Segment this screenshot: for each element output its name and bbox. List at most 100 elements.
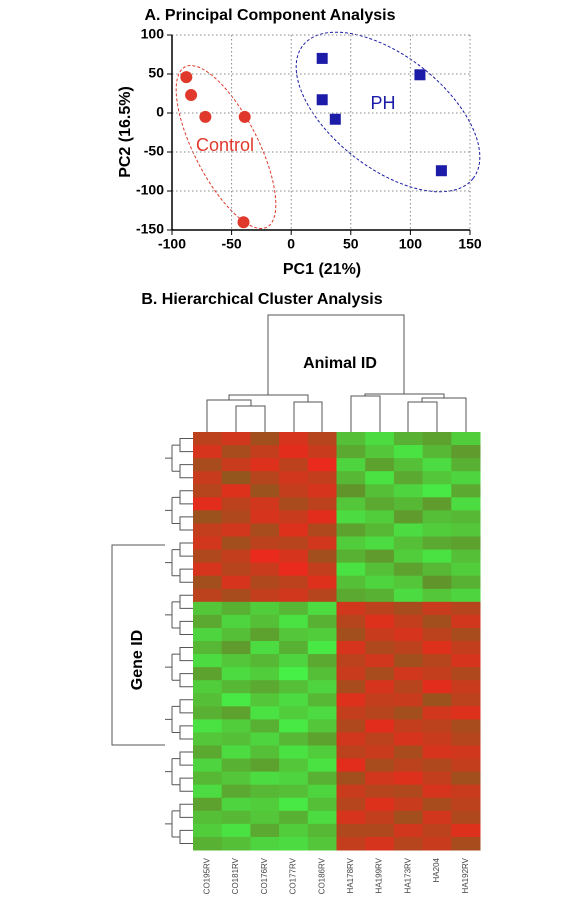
heatmap-cell: [451, 758, 481, 773]
heatmap-cell: [365, 484, 395, 498]
heatmap-cell: [221, 575, 251, 590]
heatmap-cell: [393, 627, 424, 642]
heatmap-cell: [451, 432, 481, 446]
data-point: [180, 71, 193, 84]
row-axis-label: Gene ID: [129, 630, 146, 690]
heatmap-cell: [307, 445, 337, 459]
heatmap-cell: [250, 719, 280, 733]
heatmap-cell: [393, 719, 424, 733]
heatmap-cell: [422, 484, 452, 498]
heatmap-cell: [307, 562, 337, 577]
heatmap-cell: [451, 445, 481, 459]
heatmap-cell: [250, 549, 280, 564]
heatmap-cell: [221, 823, 251, 838]
heatmap-cell: [393, 797, 424, 812]
heatmap-cell: [451, 627, 481, 642]
heatmap-cell: [250, 445, 280, 459]
heatmap-cell: [307, 471, 337, 485]
heatmap-cell: [193, 654, 223, 668]
heatmap-cell: [365, 523, 395, 537]
group-label: Control: [196, 135, 254, 155]
heatmap-cell: [221, 588, 251, 603]
heatmap-cell: [193, 588, 223, 603]
x-tick-label: 100: [399, 236, 423, 252]
heatmap-cell: [193, 601, 223, 616]
heatmap-cell: [451, 536, 481, 551]
heatmap-cell: [451, 667, 481, 681]
heatmap-cell: [307, 836, 337, 851]
heatmap-cell: [393, 758, 424, 773]
heatmap-cell: [365, 601, 395, 616]
heatmap-cell: [279, 771, 309, 786]
heatmap-cell: [393, 614, 424, 629]
heatmap-cell: [422, 719, 452, 733]
heatmap-cell: [422, 745, 452, 760]
heatmap-cell: [193, 732, 223, 746]
heatmap-cell: [221, 601, 251, 616]
heatmap-cell: [422, 693, 452, 707]
heatmap-cell: [307, 706, 337, 720]
heatmap-cell: [221, 693, 251, 707]
heatmap-cell: [365, 758, 395, 773]
heatmap-cell: [336, 627, 366, 642]
column-label: HA178RV: [346, 857, 355, 893]
heatmap-cell: [221, 667, 251, 681]
heatmap-cell: [307, 432, 337, 446]
heatmap-cell: [193, 497, 223, 511]
heatmap-cell: [279, 471, 309, 485]
heatmap-cell: [451, 523, 481, 537]
heatmap-cell: [193, 797, 223, 812]
heatmap-cell: [307, 614, 337, 629]
heatmap-cell: [336, 601, 366, 616]
heatmap-cell: [221, 771, 251, 786]
heatmap-cell: [422, 667, 452, 681]
heatmap-cell: [422, 641, 452, 655]
heatmap-cell: [221, 627, 251, 642]
heatmap-cell: [336, 510, 366, 524]
heatmap-cell: [336, 549, 366, 564]
heatmap-cell: [221, 654, 251, 668]
heatmap-cell: [393, 484, 424, 498]
heatmap-cell: [336, 497, 366, 511]
heatmap-cell: [336, 758, 366, 773]
heatmap-cell: [422, 810, 452, 825]
heatmap-cell: [193, 667, 223, 681]
heatmap-cell: [250, 836, 280, 851]
heatmap-cell: [307, 680, 337, 694]
heatmap-cell: [307, 667, 337, 681]
heatmap-cell: [393, 745, 424, 760]
y-tick-label: 50: [148, 65, 164, 81]
heatmap-cell: [250, 562, 280, 577]
heatmap-cell: [451, 771, 481, 786]
heatmap-cell: [393, 667, 424, 681]
x-axis-label: PC1 (21%): [283, 261, 361, 278]
heatmap-cell: [193, 536, 223, 551]
heatmap-cell: [451, 601, 481, 616]
heatmap-cell: [250, 510, 280, 524]
heatmap-cell: [365, 654, 395, 668]
heatmap-cell: [221, 641, 251, 655]
column-label: CO186RV: [317, 857, 326, 894]
heatmap-cell: [365, 693, 395, 707]
heatmap-cell: [336, 654, 366, 668]
group-ellipse: [295, 31, 481, 193]
heatmap-cell: [422, 706, 452, 720]
heatmap-cell: [307, 758, 337, 773]
heatmap-cell: [193, 523, 223, 537]
chart-title: B. Hierarchical Cluster Analysis: [141, 291, 382, 308]
heatmap-cell: [336, 680, 366, 694]
heatmap-cell: [422, 562, 452, 577]
heatmap-cell: [193, 641, 223, 655]
heatmap-cell: [221, 458, 251, 472]
heatmap-cell: [221, 510, 251, 524]
heatmap-cell: [250, 771, 280, 786]
heatmap-cell: [307, 810, 337, 825]
heatmap-cell: [336, 484, 366, 498]
heatmap-cell: [307, 458, 337, 472]
heatmap-cell: [422, 497, 452, 511]
data-point: [414, 69, 426, 81]
data-point: [199, 110, 212, 123]
heatmap-cell: [393, 549, 424, 564]
heatmap-cell: [193, 549, 223, 564]
